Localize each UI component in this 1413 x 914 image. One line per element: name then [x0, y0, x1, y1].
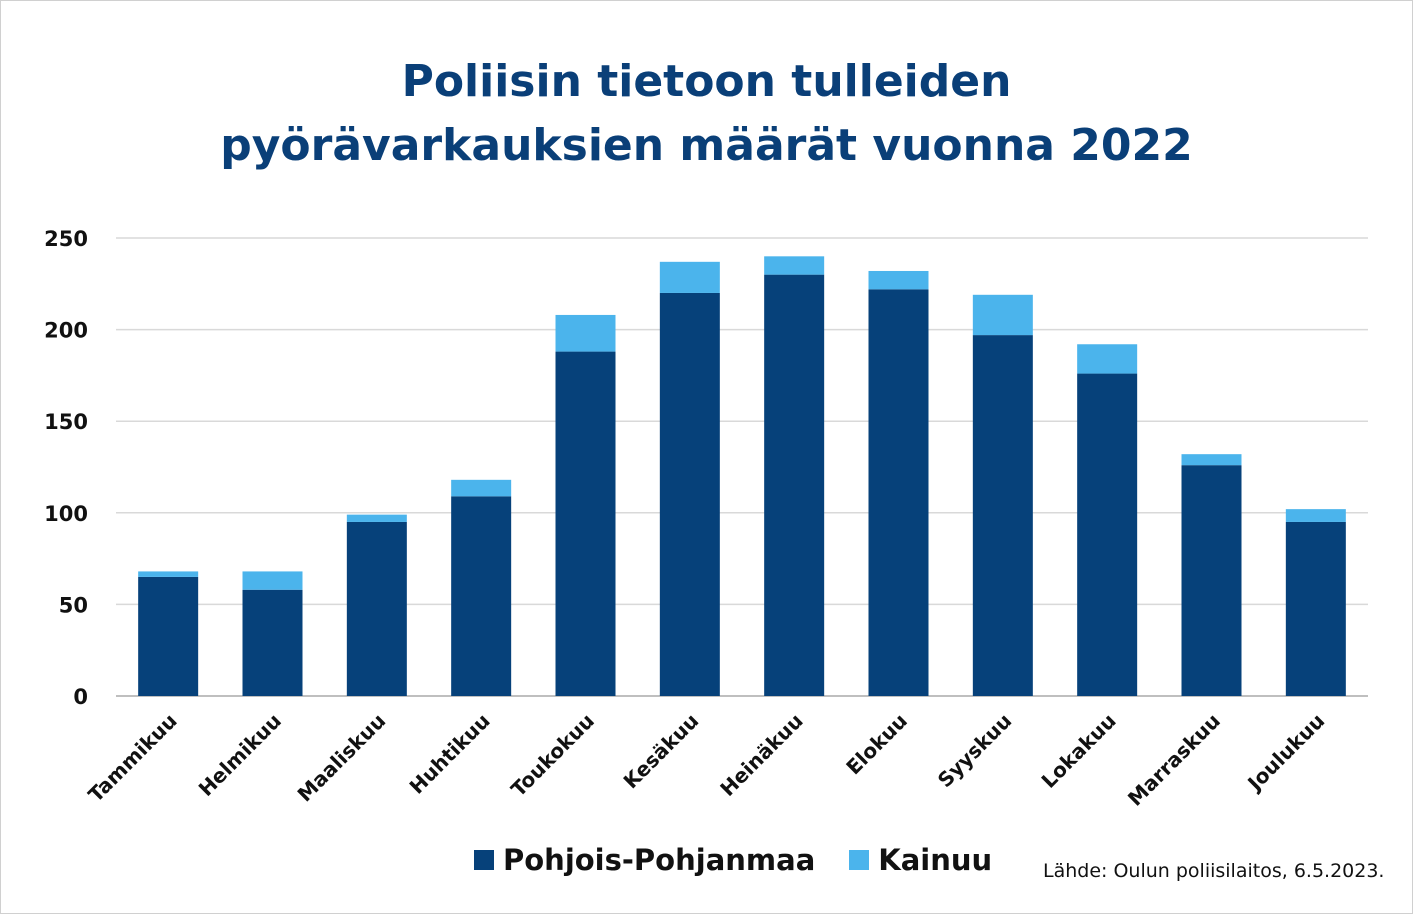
y-tick-label: 50 — [59, 593, 88, 617]
bar-pohjois-pohjanmaa — [451, 496, 512, 696]
legend-label-kainuu: Kainuu — [878, 843, 993, 877]
bar-pohjois-pohjanmaa — [346, 521, 407, 696]
bar-kainuu — [138, 571, 199, 577]
bar-kainuu — [1077, 344, 1138, 374]
bar-kainuu — [764, 256, 825, 275]
bar-pohjois-pohjanmaa — [868, 289, 929, 696]
bar-kainuu — [346, 514, 407, 522]
source-note: Lähde: Oulun poliisilaitos, 6.5.2023. — [1043, 860, 1385, 882]
bar-pohjois-pohjanmaa — [138, 576, 199, 696]
title-line-1: Poliisin tietoon tulleiden — [401, 56, 1012, 107]
x-tick-label: Heinäkuu — [715, 709, 807, 801]
x-tick-label: Joulukuu — [1241, 709, 1329, 797]
x-tick-label: Marraskuu — [1123, 709, 1225, 811]
y-tick-label: 0 — [73, 685, 88, 709]
bar-kainuu — [242, 571, 303, 590]
y-tick-label: 100 — [44, 502, 88, 526]
x-tick-label: Lokakuu — [1037, 709, 1121, 793]
bar-pohjois-pohjanmaa — [1077, 373, 1138, 696]
legend-label-pohjois-pohjanmaa: Pohjois-Pohjanmaa — [503, 843, 816, 877]
bar-kainuu — [1181, 454, 1242, 466]
bar-kainuu — [555, 314, 616, 352]
bar-kainuu — [868, 270, 929, 290]
bar-pohjois-pohjanmaa — [764, 274, 825, 696]
legend-swatch-pohjois-pohjanmaa — [474, 850, 494, 870]
y-tick-label: 200 — [44, 319, 88, 343]
bar-pohjois-pohjanmaa — [659, 292, 720, 696]
legend: Pohjois-Pohjanmaa Kainuu — [474, 843, 992, 877]
x-tick-label: Syyskuu — [933, 709, 1017, 793]
x-tick-label: Toukokuu — [506, 709, 599, 802]
x-tick-label: Kesäkuu — [619, 709, 704, 794]
bar-kainuu — [451, 479, 512, 497]
y-tick-label: 250 — [44, 227, 88, 251]
bar-pohjois-pohjanmaa — [555, 351, 616, 696]
title-line-2: pyörävarkauksien määrät vuonna 2022 — [220, 120, 1193, 171]
x-tick-label: Elokuu — [841, 709, 912, 780]
bar-pohjois-pohjanmaa — [972, 335, 1033, 696]
x-tick-label: Helmikuu — [194, 709, 286, 801]
bar-pohjois-pohjanmaa — [1181, 465, 1242, 696]
bar-kainuu — [659, 261, 720, 293]
bar-kainuu — [1285, 509, 1346, 522]
bar-pohjois-pohjanmaa — [242, 589, 303, 696]
chart-title: Poliisin tietoon tulleiden pyörävarkauks… — [0, 50, 1413, 178]
bar-pohjois-pohjanmaa — [1285, 521, 1346, 696]
legend-swatch-kainuu — [849, 850, 870, 870]
x-tick-label: Huhtikuu — [405, 709, 495, 799]
y-tick-label: 150 — [44, 410, 88, 434]
x-tick-label: Tammikuu — [84, 709, 182, 807]
bar-kainuu — [972, 294, 1033, 336]
x-tick-label: Maaliskuu — [293, 709, 391, 807]
